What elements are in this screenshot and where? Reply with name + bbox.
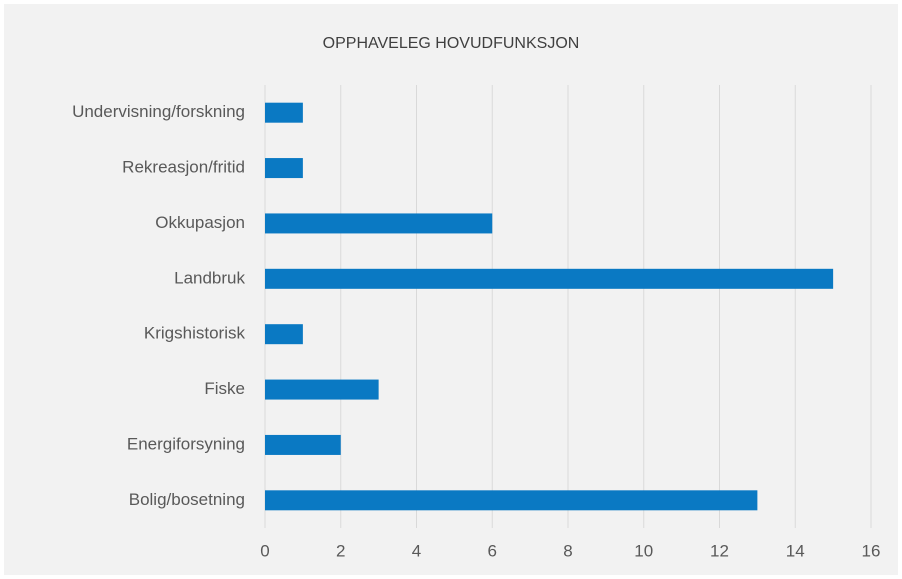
x-tick-label: 10 xyxy=(634,541,653,560)
y-tick-label: Krigshistorisk xyxy=(144,324,246,343)
bar xyxy=(265,490,758,511)
x-tick-label: 4 xyxy=(412,541,421,560)
x-tick-label: 14 xyxy=(786,541,805,560)
y-tick-label: Rekreasjon/fritid xyxy=(122,158,245,177)
x-tick-label: 2 xyxy=(336,541,345,560)
x-tick-label: 16 xyxy=(862,541,881,560)
bar xyxy=(265,434,341,455)
y-tick-label: Fiske xyxy=(204,379,245,398)
y-tick-label: Energiforsyning xyxy=(127,434,245,453)
x-tick-label: 8 xyxy=(563,541,572,560)
bar xyxy=(265,213,493,234)
bar xyxy=(265,268,834,289)
bar xyxy=(265,324,303,345)
bar xyxy=(265,158,303,179)
y-tick-label: Undervisning/forskning xyxy=(72,102,245,121)
y-tick-label: Bolig/bosetning xyxy=(129,490,245,509)
chart-background xyxy=(4,4,898,575)
y-tick-label: Landbruk xyxy=(174,268,245,287)
y-tick-label: Okkupasjon xyxy=(155,213,245,232)
x-tick-label: 0 xyxy=(260,541,269,560)
x-tick-label: 12 xyxy=(710,541,729,560)
chart-title: OPPHAVELEG HOVUDFUNKSJON xyxy=(323,35,580,52)
bar xyxy=(265,102,303,123)
bar xyxy=(265,379,379,400)
x-tick-label: 6 xyxy=(488,541,497,560)
